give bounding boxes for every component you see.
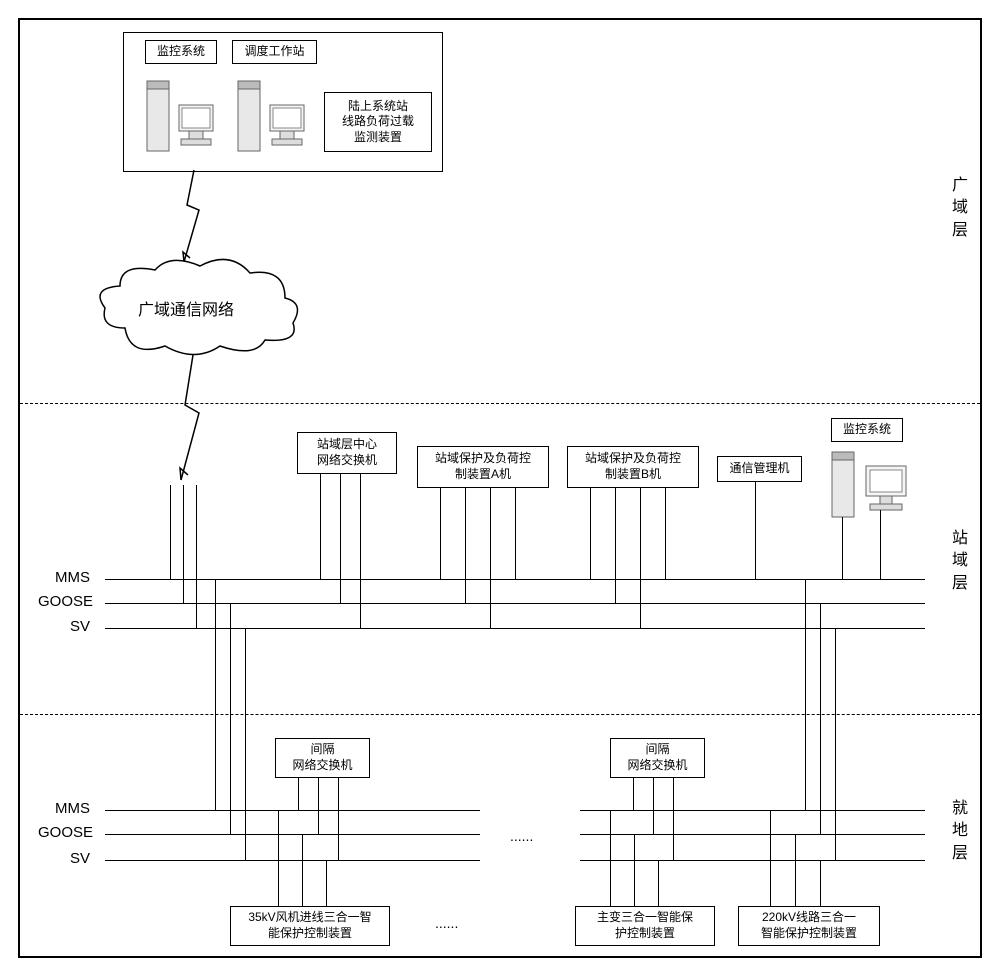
bay-switch-1-box: 间隔 网络交换机: [275, 738, 370, 778]
conn-line: [196, 485, 197, 628]
conn-line: [245, 628, 246, 860]
conn-line: [302, 834, 303, 906]
conn-line: [805, 579, 806, 810]
conn-line: [615, 488, 616, 603]
conn-line: [278, 810, 279, 906]
device-220kv-box: 220kV线路三合一 智能保护控制装置: [738, 906, 880, 946]
conn-line: [318, 778, 319, 834]
protection-b-box: 站域保护及负荷控 制装置B机: [567, 446, 699, 488]
conn-line: [298, 778, 299, 810]
conn-line: [640, 488, 641, 628]
ellipsis-1: ......: [510, 828, 533, 844]
station-layer-label: 站域层: [952, 528, 968, 595]
lightning-icon: [175, 355, 210, 485]
conn-line: [653, 778, 654, 834]
conn-line: [590, 488, 591, 579]
conn-line: [634, 834, 635, 906]
conn-line: [230, 603, 231, 834]
monitoring-system-text: 监控系统: [157, 44, 205, 60]
device-main-box: 主变三合一智能保 护控制装置: [575, 906, 715, 946]
conn-line: [320, 474, 321, 579]
local-goose-bus-r: [580, 834, 925, 835]
goose-label-1: GOOSE: [38, 593, 93, 610]
local-mms-bus-l: [105, 810, 480, 811]
station-goose-bus: [105, 603, 925, 604]
local-mms-bus-r: [580, 810, 925, 811]
land-system-text: 陆上系统站 线路负荷过载 监测装置: [342, 99, 414, 146]
conn-line: [170, 485, 171, 579]
conn-line: [842, 517, 843, 579]
computer-icon: [232, 75, 304, 165]
conn-line: [795, 834, 796, 906]
ellipsis-2: ......: [435, 915, 458, 931]
divider-2: [20, 714, 980, 715]
mms-label-1: MMS: [55, 569, 90, 586]
conn-line: [215, 579, 216, 810]
conn-line: [658, 860, 659, 906]
conn-line: [610, 810, 611, 906]
local-layer-label: 就地层: [952, 798, 968, 865]
conn-line: [665, 488, 666, 579]
conn-line: [820, 603, 821, 834]
lightning-icon: [179, 170, 209, 265]
conn-line: [880, 510, 881, 579]
goose-label-2: GOOSE: [38, 824, 93, 841]
conn-line: [633, 778, 634, 810]
mms-label-2: MMS: [55, 800, 90, 817]
conn-line: [770, 810, 771, 906]
center-switch-box: 站域层中心 网络交换机: [297, 432, 397, 474]
sv-label-1: SV: [70, 618, 90, 635]
dispatch-workstation-label: 调度工作站: [232, 40, 317, 64]
conn-line: [820, 860, 821, 906]
station-sv-bus: [105, 628, 925, 629]
bay-switch-2-box: 间隔 网络交换机: [610, 738, 705, 778]
wide-area-layer-label: 广域层: [952, 175, 968, 242]
conn-line: [755, 482, 756, 579]
land-system-box: 陆上系统站 线路负荷过载 监测装置: [324, 92, 432, 152]
computer-icon: [141, 75, 213, 165]
outer-frame: 监控系统 调度工作站 陆上系统站 线路负荷过载 监测装置 广域通信网络: [18, 18, 982, 958]
divider-1: [20, 403, 980, 404]
conn-line: [465, 488, 466, 603]
dispatch-workstation-text: 调度工作站: [244, 44, 304, 60]
monitoring-system-label: 监控系统: [145, 40, 217, 64]
computer-icon: [826, 446, 916, 526]
conn-line: [360, 474, 361, 628]
conn-line: [440, 488, 441, 579]
station-monitoring-label: 监控系统: [831, 418, 903, 442]
conn-line: [338, 778, 339, 860]
conn-line: [490, 488, 491, 628]
local-sv-bus-l: [105, 860, 480, 861]
local-sv-bus-r: [580, 860, 925, 861]
protection-a-box: 站域保护及负荷控 制装置A机: [417, 446, 549, 488]
comm-manager-box: 通信管理机: [717, 456, 802, 482]
cloud-label: 广域通信网络: [138, 296, 234, 320]
conn-line: [340, 474, 341, 603]
local-goose-bus-l: [105, 834, 480, 835]
conn-line: [835, 628, 836, 860]
sv-label-2: SV: [70, 850, 90, 867]
conn-line: [183, 485, 184, 603]
conn-line: [515, 488, 516, 579]
device-35kv-box: 35kV风机进线三合一智 能保护控制装置: [230, 906, 390, 946]
conn-line: [673, 778, 674, 860]
conn-line: [326, 860, 327, 906]
station-mms-bus: [105, 579, 925, 580]
